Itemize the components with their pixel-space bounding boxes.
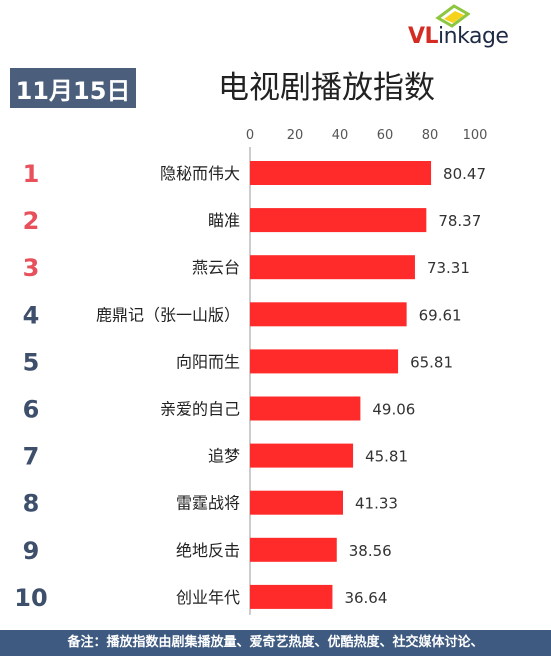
bar [250, 396, 361, 421]
value-label: 80.47 [443, 165, 486, 183]
category-label: 创业年代 [176, 588, 240, 607]
category-label: 隐秘而伟大 [160, 164, 240, 183]
value-label: 36.64 [344, 589, 387, 607]
bar [250, 537, 337, 562]
logo-text: VLinkage [408, 24, 509, 49]
value-label: 41.33 [355, 495, 398, 513]
value-label: 49.06 [372, 401, 415, 419]
category-label: 绝地反击 [176, 541, 240, 560]
bar [250, 302, 407, 327]
axis-tick-label: 40 [332, 128, 349, 143]
category-label: 鹿鼎记（张一山版） [96, 305, 240, 324]
category-label: 亲爱的自己 [160, 400, 240, 419]
axis-tick-label: 80 [422, 128, 439, 143]
bar [250, 208, 427, 233]
rank-number: 8 [23, 490, 40, 518]
axis-tick-label: 0 [246, 128, 254, 143]
value-label: 45.81 [365, 448, 408, 466]
category-label: 追梦 [208, 447, 240, 466]
category-label: 瞄准 [208, 211, 240, 230]
category-label: 向阳而生 [176, 352, 240, 371]
rank-number: 6 [23, 396, 40, 424]
value-label: 65.81 [410, 353, 453, 371]
rank-number: 10 [14, 584, 47, 612]
axis-tick-label: 100 [463, 128, 488, 143]
bar [250, 584, 333, 609]
logo-text-vl: VL [408, 24, 439, 49]
rank-number: 4 [23, 301, 40, 329]
bar-chart: 0 20 40 60 80 100 1 隐秘而伟大 80.47 2 瞄准 78.37 3 燕云台 73.31… [14, 128, 488, 615]
category-label: 雷霆战将 [176, 494, 240, 513]
footer-note: 备注：播放指数由剧集播放量、爱奇艺热度、优酷热度、社交媒体讨论、 [0, 630, 551, 656]
rank-number: 9 [23, 537, 40, 565]
bar [250, 349, 399, 374]
rank-number: 3 [23, 254, 40, 282]
bar [250, 255, 415, 280]
rank-number: 1 [23, 160, 40, 188]
logo-diamond-icon [435, 4, 470, 28]
value-label: 78.37 [438, 212, 481, 230]
category-label: 燕云台 [192, 258, 240, 277]
logo-text-rest: inkage [438, 24, 509, 49]
value-label: 73.31 [427, 259, 470, 277]
value-label: 38.56 [349, 542, 392, 560]
rank-number: 5 [23, 348, 40, 376]
date-badge: 11月15日 [10, 68, 136, 108]
bar [250, 443, 354, 468]
value-label: 69.61 [419, 306, 462, 324]
axis-tick-label: 60 [377, 128, 394, 143]
bar [250, 490, 343, 515]
rank-number: 2 [23, 207, 40, 235]
rank-number: 7 [23, 443, 40, 471]
axis-tick-label: 20 [287, 128, 304, 143]
vlinkage-logo: VLinkage [408, 4, 544, 56]
chart-title: 电视剧播放指数 [218, 70, 435, 106]
bar [250, 161, 432, 185]
